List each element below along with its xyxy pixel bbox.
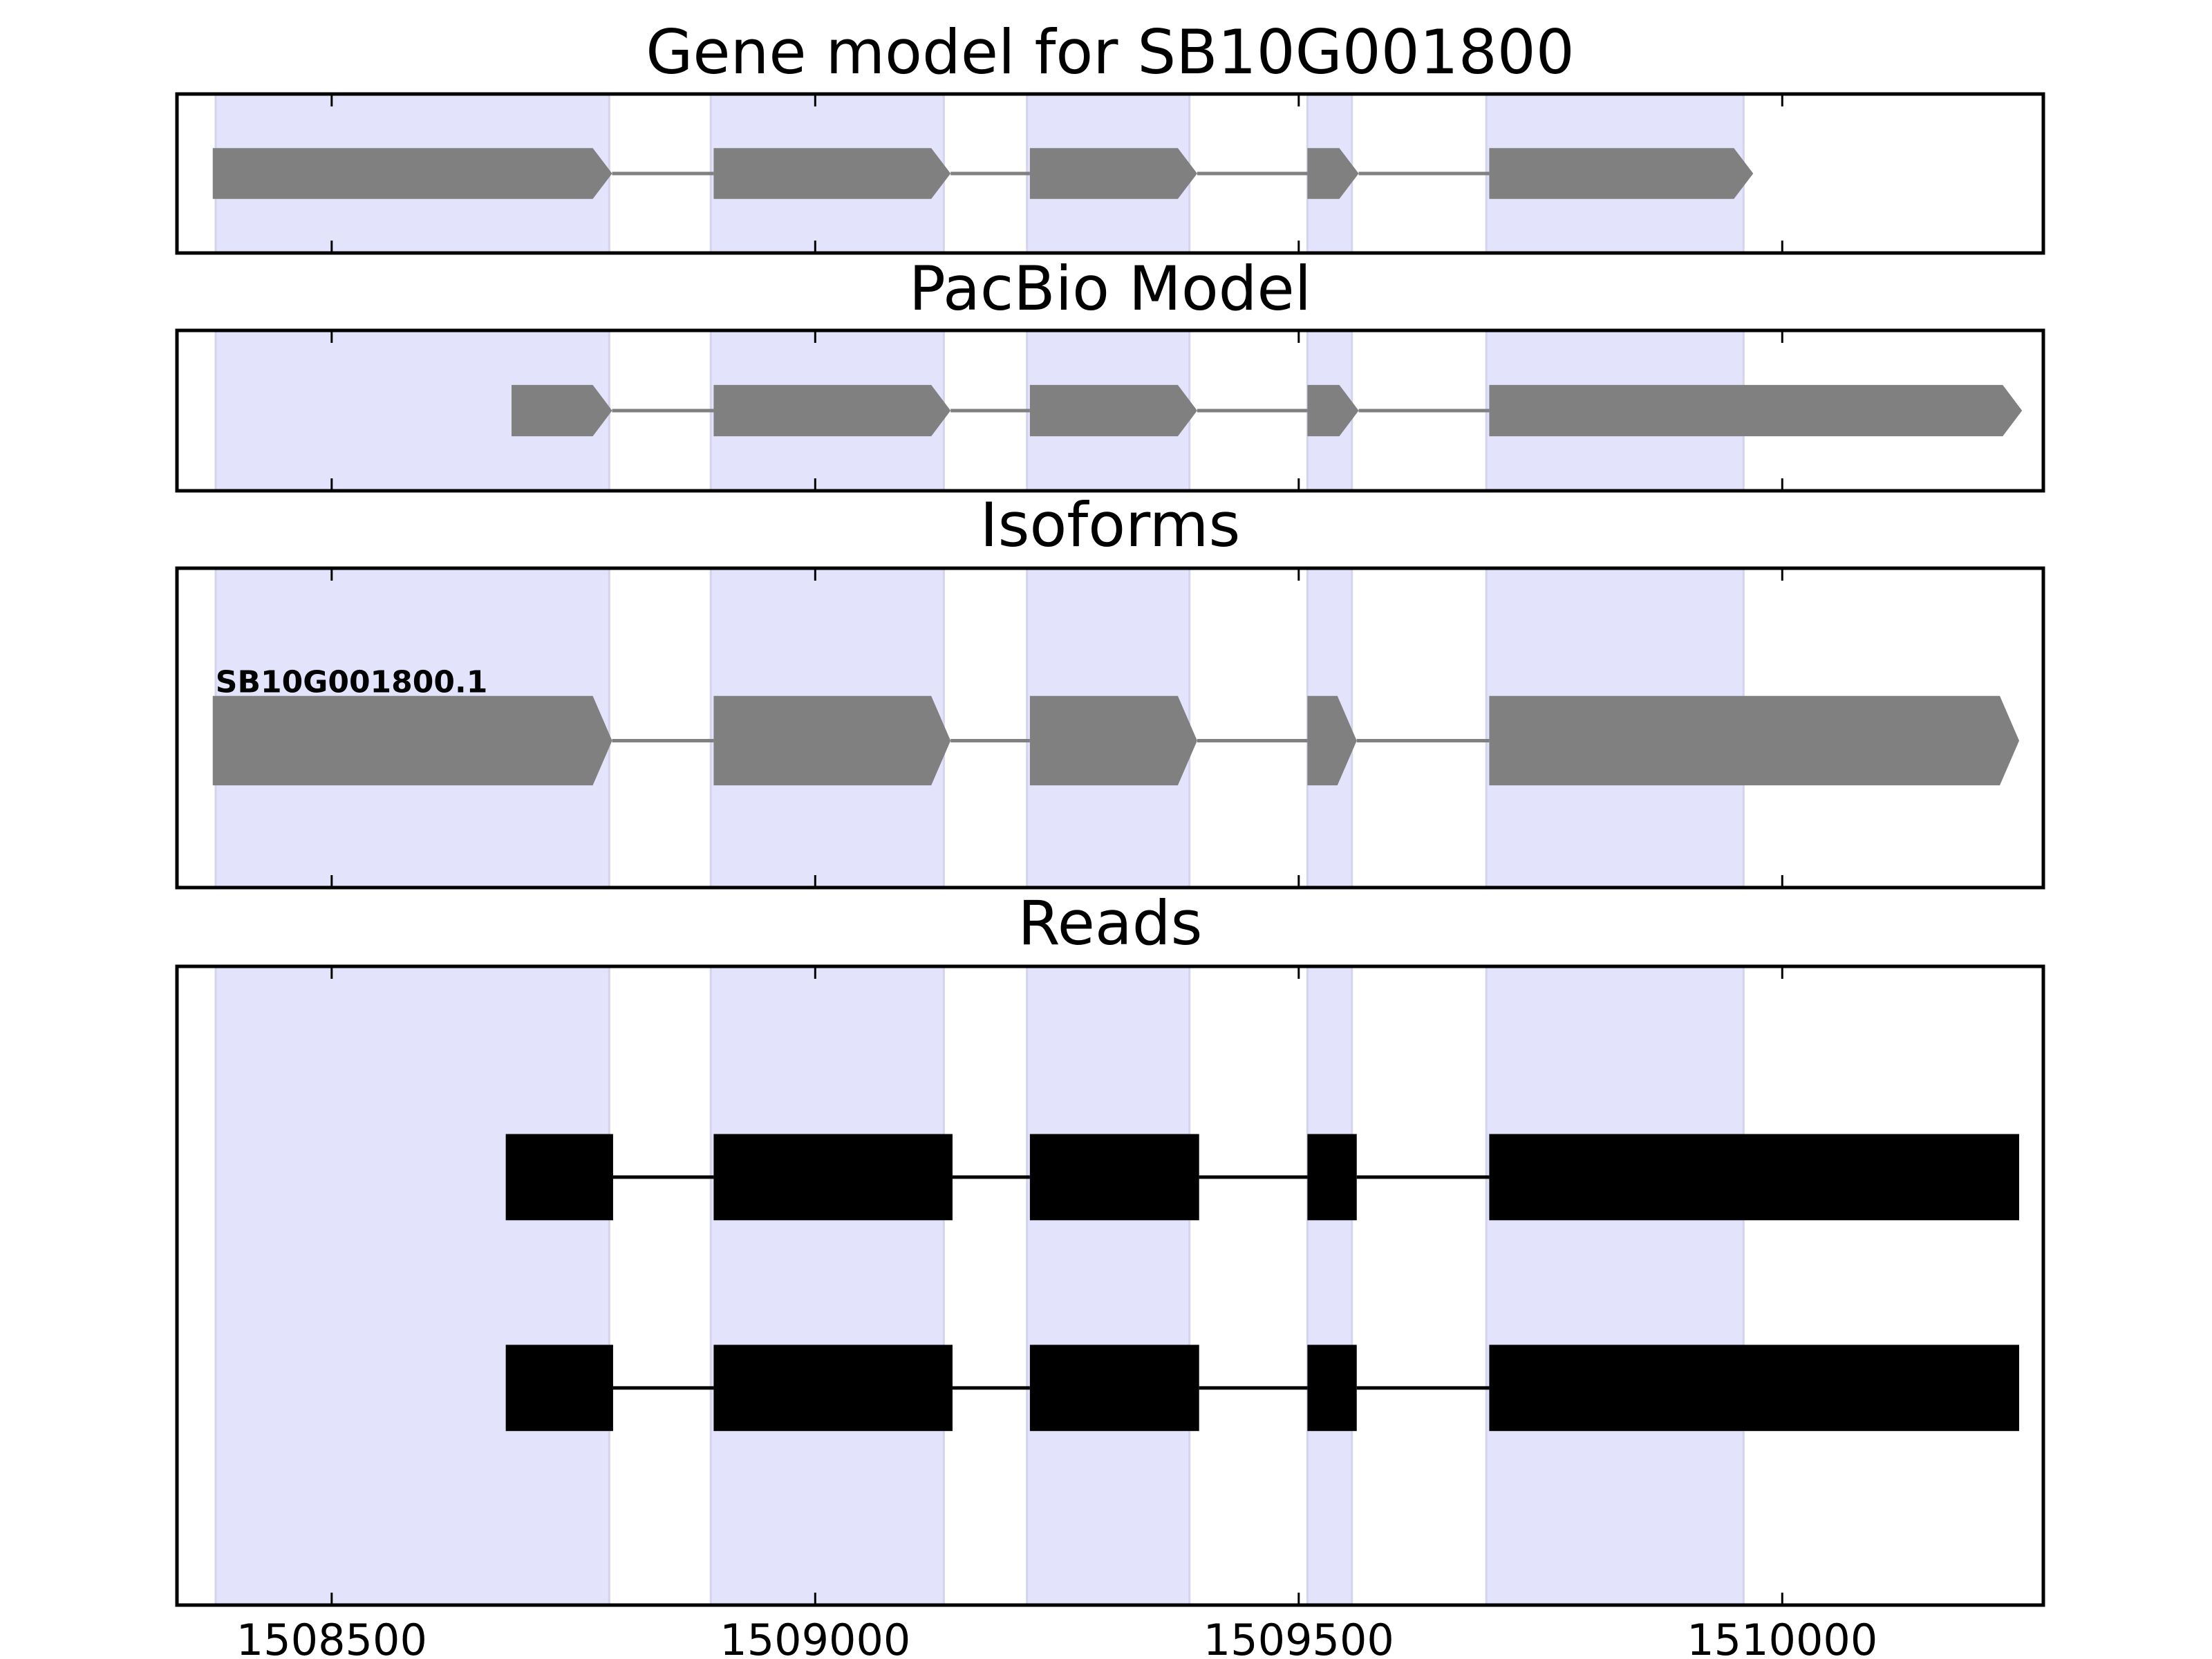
read-exon-block <box>713 1134 953 1221</box>
exon-highlight-band <box>1306 965 1353 1606</box>
exon-arrow <box>212 148 612 199</box>
read-exon-block <box>1029 1134 1199 1221</box>
exon-arrow <box>713 695 951 786</box>
panel-title: Isoforms <box>980 489 1241 561</box>
exon-arrow <box>1307 384 1359 437</box>
x-tick-label: 1508500 <box>236 1615 427 1659</box>
panel-frame <box>175 566 2045 890</box>
exon-highlight-band <box>1485 965 1745 1606</box>
read-exon-block <box>1029 1344 1199 1432</box>
exon-arrow <box>1307 695 1357 786</box>
exon-highlight-band <box>709 965 945 1606</box>
exon-arrow <box>1029 384 1197 437</box>
panel-title: PacBio Model <box>909 253 1311 324</box>
read-exon-block <box>1307 1344 1357 1432</box>
exon-arrow <box>713 384 951 437</box>
x-tick-label: 1510000 <box>1687 1615 1877 1659</box>
exon-highlight-band <box>1026 965 1191 1606</box>
exon-arrow <box>212 695 612 786</box>
panel-frame <box>175 964 2045 1607</box>
isoform-label: SB10G001800.1 <box>216 664 488 700</box>
exon-arrow <box>1489 384 2023 437</box>
read-exon-block <box>1307 1134 1357 1221</box>
panel-title: Gene model for SB10G001800 <box>646 17 1575 88</box>
read-exon-block <box>1489 1344 2020 1432</box>
exon-arrow <box>1489 148 1754 199</box>
exon-arrow <box>1307 148 1359 199</box>
read-exon-block <box>505 1134 613 1221</box>
panel-frame <box>175 92 2045 255</box>
read-exon-block <box>713 1344 953 1432</box>
exon-arrow <box>1029 695 1197 786</box>
exon-arrow <box>1029 148 1197 199</box>
exon-arrow <box>1489 695 2020 786</box>
panel-title: Reads <box>1018 888 1203 959</box>
read-exon-block <box>1489 1134 2020 1221</box>
x-tick-label: 1509000 <box>720 1615 910 1659</box>
read-exon-block <box>505 1344 613 1432</box>
x-tick-label: 1509500 <box>1203 1615 1394 1659</box>
exon-highlight-band <box>214 965 610 1606</box>
exon-arrow <box>713 148 951 199</box>
exon-arrow <box>512 384 612 437</box>
panel-frame <box>175 328 2045 493</box>
